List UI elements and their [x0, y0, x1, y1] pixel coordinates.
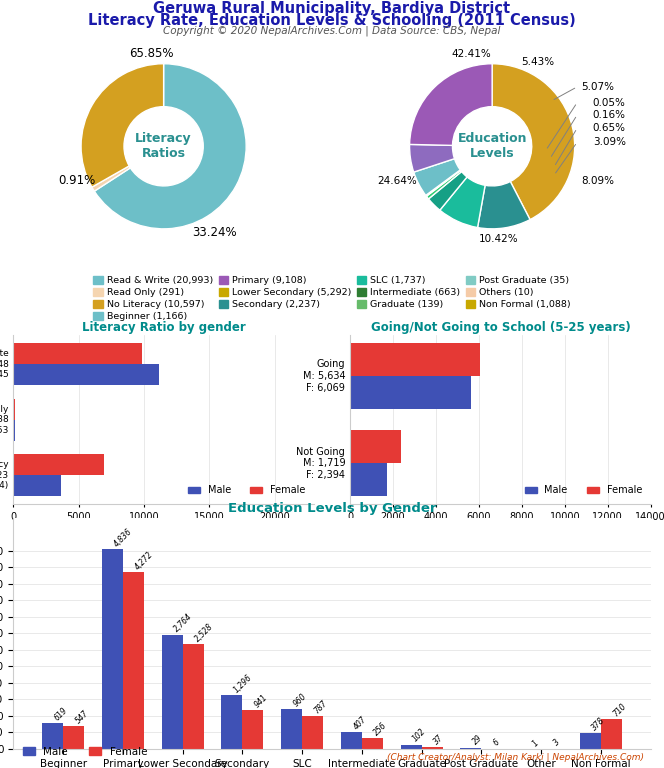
- Title: Education Levels by Gender: Education Levels by Gender: [228, 502, 436, 515]
- Bar: [350, 430, 402, 463]
- Text: 547: 547: [74, 709, 90, 726]
- Legend: Read & Write (20,993), Read Only (291), No Literacy (10,597), Beginner (1,166), : Read & Write (20,993), Read Only (291), …: [94, 276, 570, 321]
- Wedge shape: [426, 170, 461, 197]
- Bar: [102, 549, 123, 749]
- Text: 407: 407: [351, 714, 368, 731]
- Text: 0.91%: 0.91%: [58, 174, 96, 187]
- Title: Literacy Ratio by gender: Literacy Ratio by gender: [82, 321, 246, 334]
- Bar: [162, 634, 183, 749]
- Text: 8.09%: 8.09%: [581, 176, 614, 186]
- Bar: [422, 747, 442, 749]
- Text: 65.85%: 65.85%: [129, 48, 173, 61]
- Wedge shape: [410, 144, 454, 172]
- Wedge shape: [428, 171, 467, 210]
- Text: 3.09%: 3.09%: [593, 137, 626, 147]
- Text: 4,836: 4,836: [112, 527, 134, 548]
- Text: 1: 1: [531, 738, 540, 748]
- Text: 256: 256: [373, 720, 389, 737]
- Text: 0.65%: 0.65%: [593, 123, 626, 133]
- Title: Going/Not Going to School (5-25 years): Going/Not Going to School (5-25 years): [371, 321, 630, 334]
- Text: Education
Levels: Education Levels: [457, 132, 527, 161]
- Bar: [350, 463, 387, 496]
- Wedge shape: [492, 64, 574, 220]
- Text: 0.05%: 0.05%: [593, 98, 625, 108]
- Text: Literacy
Ratios: Literacy Ratios: [135, 132, 192, 161]
- Text: 1,296: 1,296: [232, 673, 254, 694]
- Text: 941: 941: [253, 693, 270, 709]
- Bar: [350, 376, 471, 409]
- Bar: [302, 717, 323, 749]
- Text: Copyright © 2020 NepalArchives.Com | Data Source: CBS, Nepal: Copyright © 2020 NepalArchives.Com | Dat…: [163, 25, 501, 36]
- Bar: [222, 695, 242, 749]
- Wedge shape: [81, 64, 163, 187]
- Wedge shape: [426, 170, 461, 199]
- Bar: [13, 475, 60, 496]
- Text: Geruwa Rural Municipality, Bardiya District: Geruwa Rural Municipality, Bardiya Distr…: [153, 1, 511, 16]
- Bar: [123, 572, 144, 749]
- Bar: [13, 454, 104, 475]
- Text: Literacy Rate, Education Levels & Schooling (2011 Census): Literacy Rate, Education Levels & School…: [88, 13, 576, 28]
- Bar: [601, 720, 622, 749]
- Legend: Male, Female: Male, Female: [521, 482, 646, 499]
- Bar: [282, 709, 302, 749]
- Text: 29: 29: [471, 733, 484, 746]
- Wedge shape: [94, 64, 246, 229]
- Text: 33.24%: 33.24%: [193, 227, 237, 240]
- Text: 0.16%: 0.16%: [593, 110, 626, 120]
- Bar: [13, 343, 142, 364]
- Text: 24.64%: 24.64%: [377, 176, 417, 186]
- Legend: Male, Female: Male, Female: [185, 482, 309, 499]
- Bar: [13, 419, 15, 441]
- Text: 378: 378: [590, 716, 607, 733]
- Bar: [13, 399, 15, 419]
- Bar: [460, 747, 481, 749]
- Wedge shape: [92, 166, 130, 191]
- Wedge shape: [477, 181, 530, 229]
- Wedge shape: [410, 64, 492, 145]
- Wedge shape: [426, 170, 460, 196]
- Bar: [341, 732, 362, 749]
- Text: 102: 102: [411, 727, 428, 743]
- Legend: Male, Female: Male, Female: [19, 743, 151, 761]
- Bar: [580, 733, 601, 749]
- Text: 3: 3: [552, 738, 561, 748]
- Text: 42.41%: 42.41%: [452, 49, 491, 59]
- Text: (Chart Creator/Analyst: Milan Karki | NepalArchives.Com): (Chart Creator/Analyst: Milan Karki | Ne…: [387, 753, 644, 762]
- Text: 787: 787: [313, 699, 329, 716]
- Text: 5.07%: 5.07%: [581, 82, 614, 92]
- Text: 37: 37: [432, 733, 446, 746]
- Text: 5.43%: 5.43%: [521, 57, 554, 67]
- Text: 6: 6: [492, 738, 501, 748]
- Bar: [400, 745, 422, 749]
- Bar: [13, 364, 159, 386]
- Wedge shape: [440, 177, 485, 227]
- Bar: [42, 723, 63, 749]
- Bar: [242, 710, 264, 749]
- Bar: [362, 738, 382, 749]
- Text: 710: 710: [612, 702, 628, 719]
- Bar: [350, 343, 480, 376]
- Text: 2,528: 2,528: [193, 622, 215, 644]
- Text: 4,272: 4,272: [133, 550, 155, 571]
- Wedge shape: [414, 159, 460, 195]
- Text: 10.42%: 10.42%: [479, 233, 519, 243]
- Text: 619: 619: [52, 706, 70, 723]
- Bar: [63, 727, 84, 749]
- Text: 2,764: 2,764: [172, 612, 194, 634]
- Text: 960: 960: [291, 692, 308, 708]
- Bar: [183, 644, 204, 749]
